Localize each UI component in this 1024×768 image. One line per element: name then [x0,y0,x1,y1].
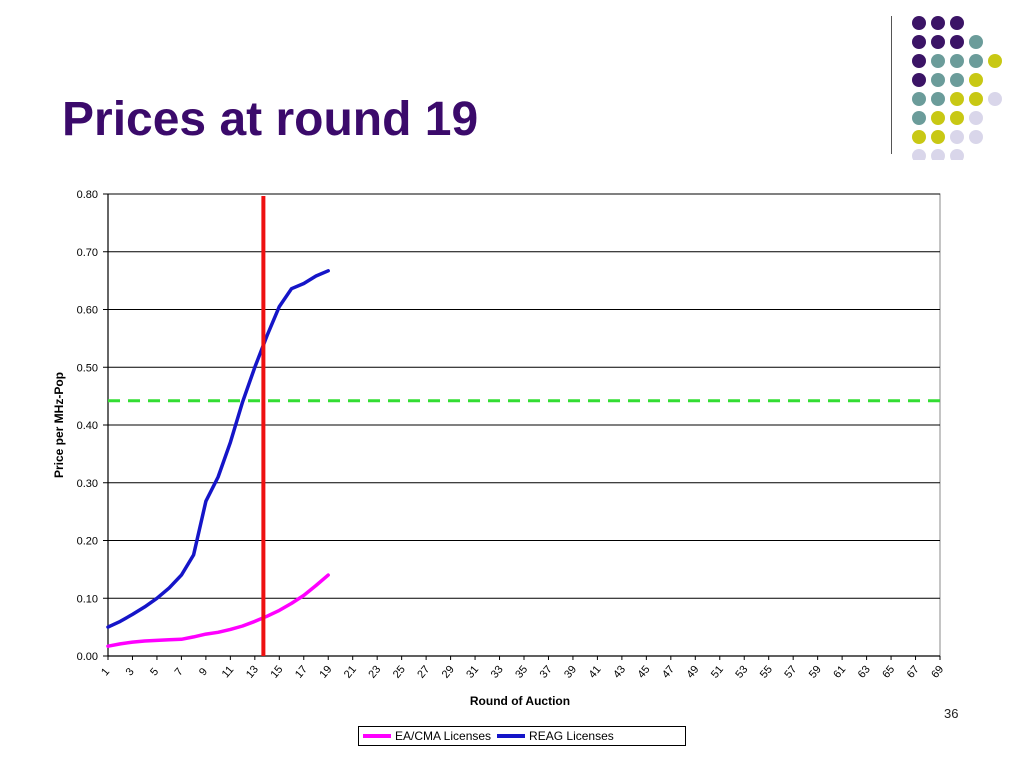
y-tick-label: 0.20 [77,536,98,548]
x-tick-label: 63 [856,664,873,681]
x-axis-label: Round of Auction [470,694,570,708]
x-tick-label: 37 [538,664,555,681]
x-tick-label: 25 [391,664,408,681]
x-tick-label: 29 [440,664,457,681]
header-divider [891,16,892,154]
x-tick-label: 1 [99,666,112,678]
page-number: 36 [944,706,959,721]
x-tick-label: 57 [782,664,799,681]
legend-item-ea-cma: EA/CMA Licenses [363,729,491,743]
x-tick-label: 23 [366,664,383,681]
y-tick-label: 0.80 [77,189,98,201]
x-tick-label: 17 [293,664,310,681]
slide-title: Prices at round 19 [62,93,479,146]
x-tick-label: 21 [342,664,359,681]
x-tick-label: 9 [197,666,210,678]
x-tick-label: 7 [173,666,186,678]
x-tick-label: 5 [148,666,161,678]
legend-label-ea-cma: EA/CMA Licenses [395,729,492,743]
series-line-ea-cma [106,573,330,648]
y-tick-label: 0.70 [77,247,98,259]
series-line-reag [106,269,330,629]
legend-label-reag: REAG Licenses [529,729,614,743]
x-tick-label: 67 [905,664,922,681]
x-tick-label: 31 [464,664,481,681]
x-tick-label: 61 [831,664,848,681]
y-axis-label: Price per MHz-Pop [52,372,66,478]
y-tick-label: 0.00 [77,651,98,663]
x-tick-label: 43 [611,664,628,681]
x-tick-label: 55 [758,664,775,681]
x-tick-label: 13 [244,664,261,681]
x-tick-label: 41 [587,664,604,681]
x-tick-label: 3 [124,666,137,678]
y-tick-label: 0.30 [77,478,98,490]
legend-swatch-ea-cma [363,734,391,738]
x-tick-label: 19 [317,664,334,681]
x-tick-label: 59 [807,664,824,681]
legend-item-reag: REAG Licenses [497,729,614,743]
x-tick-label: 53 [733,664,750,681]
x-tick-label: 49 [684,664,701,681]
x-tick-label: 35 [513,664,530,681]
legend-swatch-reag [497,734,526,738]
y-tick-label: 0.40 [77,420,98,432]
x-tick-label: 47 [660,664,677,681]
x-tick-label: 69 [929,664,946,681]
x-tick-label: 15 [268,664,285,681]
x-tick-label: 39 [562,664,579,681]
x-tick-label: 65 [880,664,897,681]
x-tick-label: 45 [636,664,653,681]
chart-legend: EA/CMA Licenses REAG Licenses [358,726,686,746]
y-tick-label: 0.60 [77,305,98,317]
x-tick-label: 51 [709,664,726,681]
y-tick-label: 0.50 [77,362,98,374]
price-line-chart: 0.000.100.200.300.400.500.600.700.801 3 5 7… [52,189,946,708]
x-tick-label: 11 [220,664,237,680]
y-tick-label: 0.10 [77,593,98,605]
x-tick-label: 33 [489,664,506,681]
x-tick-label: 27 [415,664,432,681]
